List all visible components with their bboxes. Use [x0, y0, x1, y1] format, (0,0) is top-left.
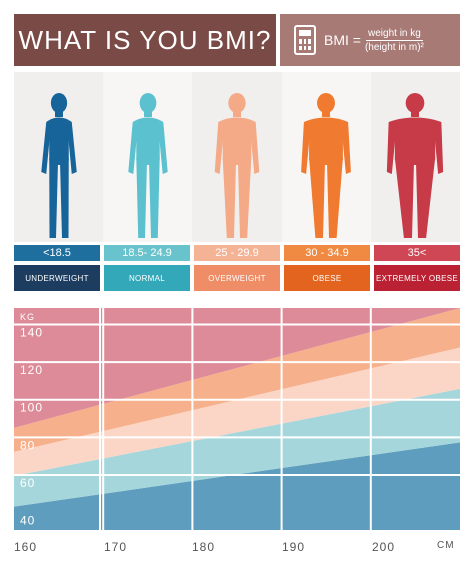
- y-unit-label: KG: [20, 312, 35, 322]
- category-obese: OBESE: [284, 265, 370, 291]
- category-normal: NORMAL: [104, 265, 190, 291]
- range-extremely-obese: 35<: [374, 245, 460, 261]
- extremely-obese-body-icon: [387, 93, 444, 238]
- underweight-body-icon: [40, 93, 77, 238]
- x-tick-label: 180: [192, 540, 216, 554]
- obese-body-icon: [301, 93, 352, 238]
- normal-body-icon: [128, 93, 168, 238]
- figure-normal: [103, 72, 193, 242]
- figure-obese: [281, 72, 371, 242]
- x-tick-label: 160: [14, 540, 38, 554]
- x-tick-label: 170: [104, 540, 128, 554]
- x-tick-label: 200: [372, 540, 396, 554]
- category-overweight: OVERWEIGHT: [194, 265, 280, 291]
- bmi-formula: BMI = weight in kg (height in m)²: [324, 28, 424, 53]
- y-tick-label: 40: [20, 514, 35, 528]
- range-overweight: 25 - 29.9: [194, 245, 280, 261]
- formula-numerator: weight in kg: [366, 27, 423, 41]
- page-title: WHAT IS YOU BMI?: [14, 14, 276, 66]
- category-extremely-obese: EXTREMELY OBESE: [374, 265, 460, 291]
- range-normal: 18.5- 24.9: [104, 245, 190, 261]
- y-tick-label: 80: [20, 438, 35, 452]
- bmi-ranges: <18.5 18.5- 24.9 25 - 29.9 30 - 34.9 35<: [14, 245, 460, 261]
- overweight-body-icon: [214, 93, 260, 238]
- y-tick-label: 100: [20, 401, 43, 415]
- x-unit-label: CM: [437, 540, 455, 551]
- bmi-chart: KG 40 60 80 100 120 140: [14, 308, 460, 530]
- bmi-label: BMI =: [324, 32, 361, 48]
- calculator-icon: [294, 25, 316, 55]
- range-obese: 30 - 34.9: [284, 245, 370, 261]
- y-tick-label: 60: [20, 476, 35, 490]
- range-underweight: <18.5: [14, 245, 100, 261]
- category-underweight: UNDERWEIGHT: [14, 265, 100, 291]
- band-extremely-obese: [14, 308, 460, 428]
- band-obese: [14, 308, 460, 452]
- band-underweight: [14, 442, 460, 530]
- formula-denominator: (height in m)²: [364, 41, 424, 53]
- band-normal: [14, 388, 460, 507]
- band-overweight: [14, 347, 460, 476]
- figure-extremely-obese: [370, 72, 461, 242]
- y-tick-label: 120: [20, 363, 43, 377]
- figure-underweight: [14, 72, 104, 242]
- bmi-formula-box: BMI = weight in kg (height in m)²: [280, 14, 460, 66]
- bmi-categories: UNDERWEIGHT NORMAL OVERWEIGHT OBESE EXTR…: [14, 265, 460, 291]
- x-tick-label: 190: [282, 540, 306, 554]
- figure-overweight: [192, 72, 282, 242]
- y-tick-label: 140: [20, 325, 43, 339]
- body-figures: [14, 72, 461, 242]
